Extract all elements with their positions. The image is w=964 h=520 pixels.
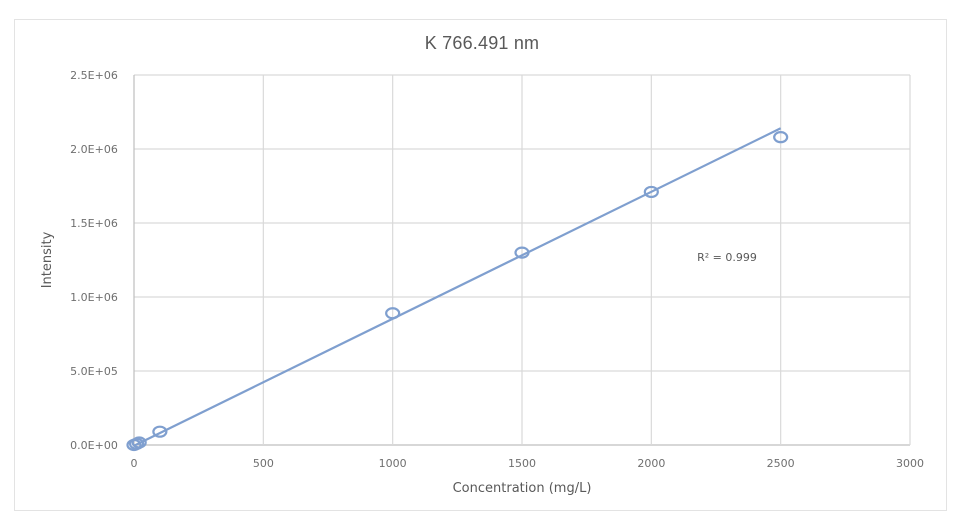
x-tick-label: 2500 xyxy=(767,457,795,470)
y-tick-label: 2.0E+06 xyxy=(70,143,118,156)
chart-title: K 766.491 nm xyxy=(424,33,540,53)
y-axis-ticks: 0.0E+00 5.0E+05 1.0E+06 1.5E+06 2.0E+06 2.5E+… xyxy=(70,69,118,452)
y-tick-label: 0.0E+00 xyxy=(70,439,118,452)
y-tick-label: 5.0E+05 xyxy=(70,365,118,378)
x-axis-title: Concentration (mg/L) xyxy=(453,481,592,496)
data-point xyxy=(643,185,659,199)
x-tick-label: 2000 xyxy=(637,457,665,470)
x-tick-label: 1500 xyxy=(508,457,536,470)
x-tick-label: 0 xyxy=(131,457,138,470)
y-axis-title: Intensity xyxy=(40,231,55,288)
y-tick-label: 2.5E+06 xyxy=(70,69,118,82)
data-points xyxy=(126,131,789,452)
x-tick-label: 1000 xyxy=(379,457,407,470)
trendline xyxy=(133,127,782,447)
x-axis-ticks: 0 500 1000 1500 2000 2500 3000 xyxy=(131,457,925,470)
x-tick-label: 500 xyxy=(253,457,274,470)
y-tick-label: 1.5E+06 xyxy=(70,217,118,230)
data-point xyxy=(514,246,530,259)
data-point xyxy=(131,436,147,449)
r-squared-annotation: R² = 0.999 xyxy=(697,251,757,264)
data-point xyxy=(773,131,789,144)
data-point xyxy=(152,425,168,438)
data-point xyxy=(385,307,401,320)
y-tick-label: 1.0E+06 xyxy=(70,291,118,304)
x-tick-label: 3000 xyxy=(896,457,924,470)
